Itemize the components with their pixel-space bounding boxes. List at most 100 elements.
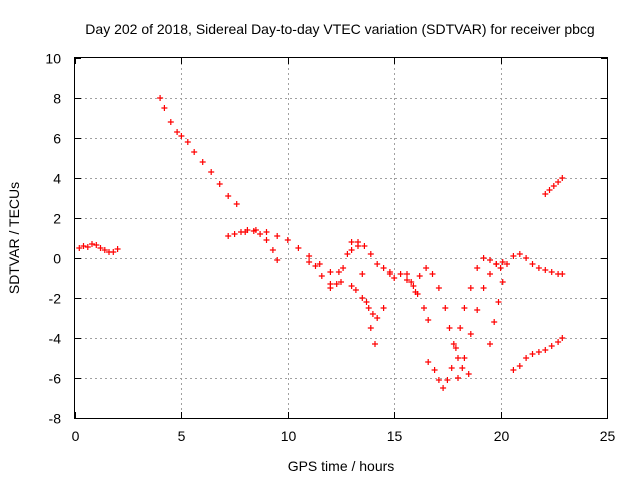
data-point: [386, 269, 393, 275]
data-point: [487, 271, 493, 277]
data-point: [216, 181, 223, 187]
data-point: [208, 169, 215, 175]
data-point: [555, 179, 562, 185]
data-point: [369, 311, 376, 317]
data-point: [529, 261, 536, 267]
y-tick-label: 8: [53, 91, 61, 107]
data-point: [510, 253, 517, 259]
data-point: [242, 229, 249, 235]
data-point: [367, 251, 374, 257]
data-point: [550, 183, 557, 189]
data-point: [306, 259, 313, 265]
series-arc-2: [157, 95, 240, 207]
data-point: [318, 273, 325, 279]
data-point: [89, 241, 95, 247]
x-tick-label: 0: [72, 428, 80, 444]
data-point: [435, 377, 442, 383]
data-point: [467, 285, 474, 291]
data-point: [404, 277, 410, 283]
data-point: [516, 363, 523, 369]
y-tick-label: -8: [49, 411, 62, 427]
data-point: [365, 305, 372, 311]
grid-layer: [75, 58, 607, 418]
data-point: [425, 317, 432, 323]
data-point: [178, 133, 185, 139]
y-tick-label: -4: [49, 331, 62, 347]
data-point: [516, 251, 523, 257]
data-point: [76, 245, 83, 251]
data-point: [459, 365, 466, 371]
data-point: [455, 355, 461, 361]
x-tick-label: 5: [178, 428, 186, 444]
data-point: [529, 351, 536, 357]
data-point: [191, 149, 198, 155]
data-point: [510, 367, 517, 373]
data-point: [199, 159, 206, 165]
data-point: [380, 305, 387, 311]
series-arc-6: [327, 239, 378, 347]
data-point: [225, 193, 232, 199]
data-point: [480, 255, 487, 261]
series-arc-12: [510, 335, 566, 373]
series-arc-13: [542, 175, 566, 197]
data-point: [450, 341, 457, 347]
data-point: [316, 261, 323, 267]
data-point: [359, 271, 366, 277]
data-point: [542, 267, 549, 273]
y-tick-label: 4: [53, 171, 61, 187]
data-point: [444, 377, 451, 383]
data-point: [174, 129, 181, 135]
y-tick-label: -6: [49, 371, 62, 387]
data-point: [363, 299, 370, 305]
data-point: [446, 325, 453, 331]
data-point: [497, 265, 504, 271]
data-point: [84, 244, 91, 250]
data-point: [499, 279, 506, 285]
data-point: [348, 283, 355, 289]
data-point: [548, 343, 555, 349]
data-point: [391, 275, 398, 281]
data-point: [559, 175, 566, 181]
data-point: [555, 339, 562, 345]
data-point: [110, 249, 117, 255]
data-point: [380, 265, 387, 271]
data-point: [448, 365, 455, 371]
data-point: [442, 305, 449, 311]
data-point: [465, 371, 472, 377]
data-point: [499, 259, 506, 265]
data-point: [372, 341, 378, 347]
y-tick-labels: -8 -6 -4 -2 0 2 4 6 8 10: [45, 51, 61, 427]
data-point: [101, 247, 108, 253]
y-tick-label: 10: [45, 51, 61, 67]
data-point: [374, 261, 381, 267]
data-point: [359, 295, 366, 301]
data-point: [425, 359, 432, 365]
data-point: [452, 345, 459, 351]
data-point: [312, 263, 319, 269]
data-point: [367, 325, 374, 331]
data-point: [252, 227, 259, 233]
data-point: [225, 233, 232, 239]
data-point: [487, 341, 493, 347]
series-arc-8: [404, 265, 472, 377]
data-point: [167, 119, 174, 125]
series-arc-1: [76, 241, 121, 255]
plot-frame: [74, 57, 608, 419]
data-point: [429, 271, 436, 277]
series-arc-7: [386, 269, 432, 323]
data-point: [474, 265, 481, 271]
x-tick-label: 25: [600, 428, 616, 444]
x-tick-label: 15: [387, 428, 403, 444]
data-point: [523, 255, 530, 261]
data-point: [274, 233, 281, 239]
data-point: [114, 246, 121, 252]
series-arc-9: [425, 255, 504, 391]
data-point: [542, 347, 549, 353]
data-point: [327, 281, 334, 287]
x-tick-label: 10: [281, 428, 297, 444]
data-point: [355, 243, 361, 249]
data-point: [461, 355, 468, 361]
data-point: [404, 271, 410, 277]
